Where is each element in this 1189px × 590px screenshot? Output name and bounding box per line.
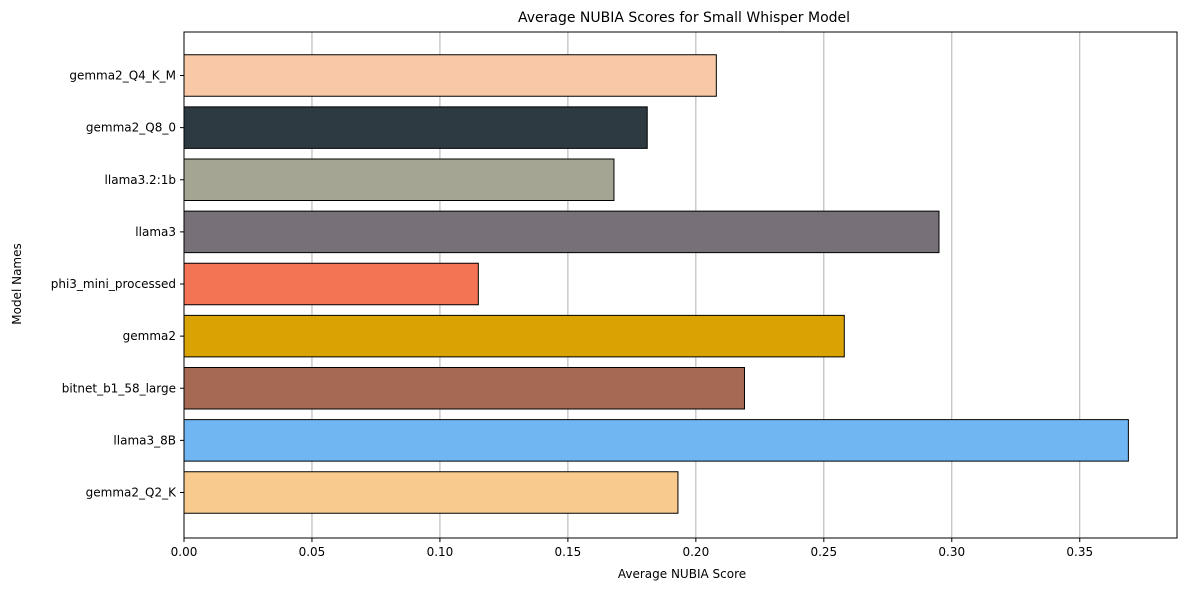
bar xyxy=(184,263,478,305)
bar xyxy=(184,420,1128,462)
y-tick-label: gemma2_Q2_K xyxy=(86,486,177,500)
y-tick-label: phi3_mini_processed xyxy=(51,277,176,291)
y-tick-label: llama3 xyxy=(135,225,176,239)
x-axis-ticks: 0.00 0.05 0.10 0.15 0.20 0.25 0.30 0.35 xyxy=(171,538,1093,559)
y-axis-label: Model Names xyxy=(10,243,24,325)
bar xyxy=(184,368,744,410)
bars xyxy=(184,55,1128,514)
x-tick-label: 0.20 xyxy=(682,545,709,559)
bar xyxy=(184,472,678,514)
y-tick-label: gemma2 xyxy=(123,329,176,343)
y-tick-label: bitnet_b1_58_large xyxy=(62,381,176,395)
y-axis-ticks: gemma2_Q4_K_M gemma2_Q8_0 llama3.2:1b llama… xyxy=(51,69,184,500)
x-tick-label: 0.35 xyxy=(1066,545,1093,559)
bar xyxy=(184,55,716,97)
x-tick-label: 0.00 xyxy=(171,545,198,559)
y-tick-label: llama3_8B xyxy=(113,433,176,447)
x-tick-label: 0.30 xyxy=(938,545,965,559)
x-tick-label: 0.05 xyxy=(299,545,326,559)
bar xyxy=(184,315,844,357)
bar xyxy=(184,107,647,149)
y-tick-label: llama3.2:1b xyxy=(105,173,176,187)
y-tick-label: gemma2_Q4_K_M xyxy=(69,69,176,83)
x-axis-label: Average NUBIA Score xyxy=(618,567,746,581)
x-tick-label: 0.25 xyxy=(810,545,837,559)
bar xyxy=(184,211,939,253)
x-tick-label: 0.10 xyxy=(427,545,454,559)
x-tick-label: 0.15 xyxy=(555,545,582,559)
y-tick-label: gemma2_Q8_0 xyxy=(86,121,176,135)
chart-title: Average NUBIA Scores for Small Whisper M… xyxy=(518,10,850,26)
bar xyxy=(184,159,614,201)
